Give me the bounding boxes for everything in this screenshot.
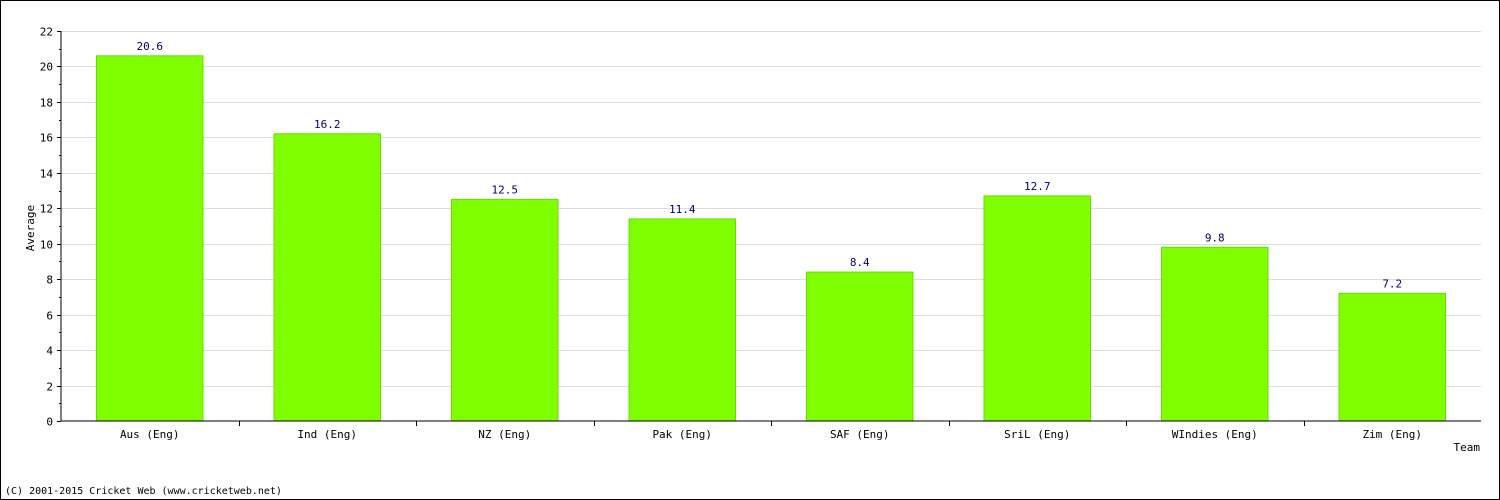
bar <box>273 133 381 422</box>
y-tick-labels: 0 2 4 6 8 10 12 14 16 18 20 22 <box>40 26 61 429</box>
bar <box>1338 292 1446 422</box>
bar-value-label: 16.2 <box>314 118 341 131</box>
y-tick-label: 2 <box>46 381 53 394</box>
bar <box>628 218 736 422</box>
x-tick-labels: Aus (Eng) Ind (Eng) NZ (Eng) Pak (Eng) SAF (… <box>120 421 1422 441</box>
y-tick-label: 20 <box>40 61 53 74</box>
bar-value-label: 20.6 <box>137 40 164 53</box>
x-tick-label: Ind (Eng) <box>297 428 357 441</box>
bar-value-label: 12.5 <box>492 183 519 196</box>
y-axis-label: Average <box>24 205 37 251</box>
y-tick-label: 16 <box>40 132 53 145</box>
bars <box>96 55 1446 422</box>
x-axis-label: Team <box>1454 441 1481 454</box>
x-tick-label: WIndies (Eng) <box>1172 428 1258 441</box>
y-tick-label: 22 <box>40 26 53 39</box>
value-labels: 20.6 16.2 12.5 11.4 8.4 12.7 9.8 7.2 <box>137 40 1403 291</box>
x-tick-label: SriL (Eng) <box>1004 428 1070 441</box>
bar <box>96 55 204 422</box>
x-tick-label: NZ (Eng) <box>478 428 531 441</box>
y-tick-label: 8 <box>46 274 53 287</box>
bar-value-label: 8.4 <box>850 256 870 269</box>
y-tick-label: 14 <box>40 168 54 181</box>
bar <box>451 198 559 422</box>
bar <box>806 271 914 422</box>
y-tick-label: 0 <box>46 416 53 429</box>
x-tick-label: Pak (Eng) <box>652 428 712 441</box>
bar <box>983 195 1091 422</box>
bar <box>1161 246 1269 422</box>
y-tick-label: 6 <box>46 310 53 323</box>
bar-value-label: 12.7 <box>1024 180 1051 193</box>
y-tick-label: 12 <box>40 203 53 216</box>
copyright-footer: (C) 2001-2015 Cricket Web (www.cricketwe… <box>5 486 282 497</box>
x-tick-label: SAF (Eng) <box>830 428 890 441</box>
y-tick-label: 18 <box>40 97 53 110</box>
y-tick-label: 4 <box>46 345 53 358</box>
bar-value-label: 11.4 <box>669 203 696 216</box>
x-tick-label: Zim (Eng) <box>1362 428 1422 441</box>
bar-value-label: 9.8 <box>1205 231 1225 244</box>
y-tick-label: 10 <box>40 239 53 252</box>
x-tick-label: Aus (Eng) <box>120 428 180 441</box>
bar-value-label: 7.2 <box>1382 277 1402 290</box>
